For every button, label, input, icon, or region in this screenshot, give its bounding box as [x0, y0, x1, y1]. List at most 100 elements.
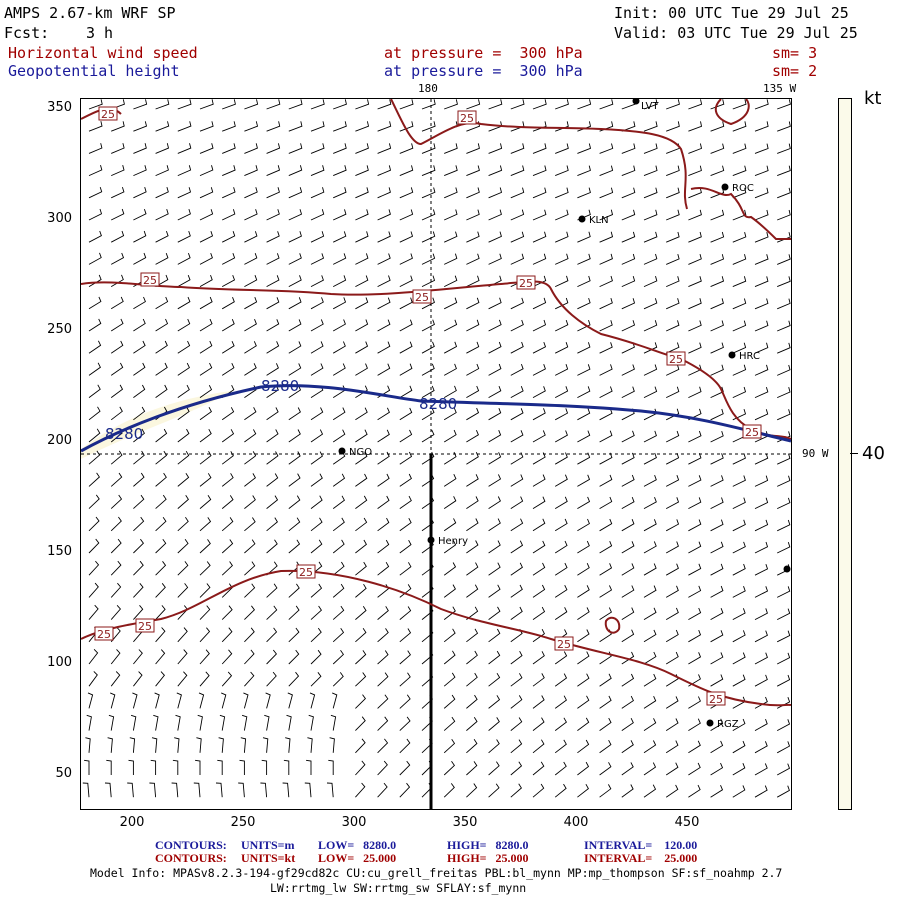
wind-barb: [310, 627, 322, 643]
station-dot: [427, 536, 435, 544]
wind-barb: [621, 452, 635, 465]
wind-barb: [777, 386, 791, 399]
wind-barb: [244, 275, 258, 287]
x-tick-label: 250: [230, 815, 256, 830]
wind-barb: [104, 782, 112, 798]
wind-barb: [666, 187, 680, 199]
wind-barb: [621, 695, 634, 709]
wind-barb: [333, 143, 347, 154]
y-tick-label: 50: [55, 766, 72, 781]
wind-barb: [532, 584, 546, 598]
colorbar: [838, 98, 852, 810]
wind-barb: [377, 495, 390, 509]
wind-barb: [488, 540, 501, 554]
wind-barb: [688, 209, 702, 221]
wind-barb: [377, 451, 390, 465]
wind-barb: [554, 607, 568, 620]
wind-barb: [377, 517, 390, 532]
wind-barb: [88, 538, 100, 554]
wind-barb: [466, 606, 479, 620]
wind-barb: [199, 252, 213, 265]
wind-barb: [666, 364, 680, 376]
wind-barb: [221, 605, 233, 620]
wind-barb: [177, 318, 191, 332]
station-dot: [338, 447, 346, 455]
wind-barb: [466, 407, 480, 421]
station-dot: [632, 99, 640, 105]
wind-barb: [222, 187, 236, 199]
y-tick-label: 200: [47, 433, 72, 448]
wind-barb: [177, 406, 190, 421]
wind-barb: [554, 761, 567, 776]
wind-barb: [532, 474, 546, 487]
wind-barb: [554, 474, 568, 487]
wind-barb: [88, 296, 102, 310]
wind-barb: [288, 297, 302, 310]
y-tick-label: 250: [47, 322, 72, 337]
wind-barb: [577, 474, 591, 487]
wind-barb: [266, 165, 281, 177]
wind-barb: [177, 99, 192, 110]
wind-barb: [488, 650, 501, 665]
wind-barb: [643, 231, 658, 243]
wind-barb: [377, 187, 391, 199]
wind-barb: [732, 143, 747, 154]
station-label: Henry: [438, 536, 468, 547]
y-tick-label: 350: [47, 100, 72, 115]
wind-barb: [377, 407, 390, 421]
footer-contours-height-high: HIGH= 8280.0: [447, 838, 529, 852]
wind-barb: [532, 341, 547, 354]
wind-barb: [155, 362, 168, 376]
wind-barb: [111, 121, 125, 132]
wind-barb: [488, 452, 502, 465]
wind-barb: [532, 717, 545, 731]
wind-barb: [285, 737, 291, 753]
wind-barb: [82, 782, 90, 798]
wind-barb: [88, 406, 101, 421]
wind-barb: [221, 473, 234, 487]
wind-barb: [421, 429, 435, 443]
wind-barb: [510, 99, 525, 110]
wind-barb: [466, 562, 479, 576]
wind-barb: [443, 738, 456, 754]
wind-barb: [643, 740, 657, 754]
wind-barb: [199, 583, 211, 598]
wind-barb: [155, 121, 170, 132]
wind-barb: [532, 562, 546, 576]
wind-barb: [466, 694, 478, 709]
wind-barb: [177, 340, 191, 354]
wind-barb: [221, 692, 227, 709]
wind-barb: [355, 209, 369, 221]
wind-barb: [88, 516, 100, 532]
wind-barb: [554, 585, 568, 598]
wind-barb: [777, 121, 791, 132]
wind-barb: [310, 319, 324, 332]
wind-barb: [199, 165, 214, 177]
wind-barb: [443, 650, 456, 665]
wind-barb: [710, 497, 724, 510]
wind-barb: [577, 739, 590, 754]
wind-barb: [710, 408, 724, 421]
wind-barb: [777, 298, 791, 310]
wind-barb: [88, 121, 103, 132]
wind-barb: [754, 564, 769, 576]
wind-barb: [665, 740, 679, 754]
wind-barb: [621, 231, 636, 243]
wind-barb: [732, 231, 747, 243]
wind-barb: [355, 429, 368, 443]
wind-barb: [666, 320, 680, 332]
wind-barb: [532, 209, 547, 221]
wind-barb: [643, 651, 657, 665]
wind-barb: [215, 782, 223, 798]
wind-barb: [244, 517, 256, 532]
wind-barb: [776, 608, 791, 621]
wind-barb: [777, 519, 791, 532]
wind-barb: [332, 495, 345, 509]
wind-barb: [643, 209, 658, 221]
wind-barb: [266, 187, 280, 199]
wind-barb: [776, 719, 791, 731]
wind-barb: [221, 429, 235, 443]
wind-barb: [710, 276, 725, 288]
wind-barb: [444, 165, 458, 177]
wind-barb: [333, 209, 347, 221]
